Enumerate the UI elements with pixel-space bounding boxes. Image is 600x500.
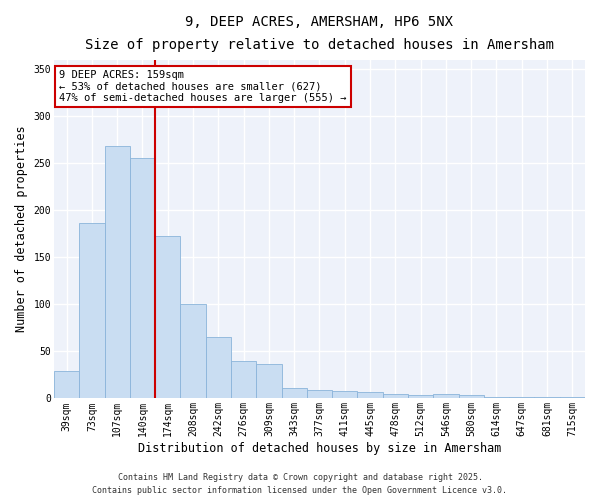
- Bar: [54, 371, 79, 398]
- Text: Contains HM Land Registry data © Crown copyright and database right 2025.
Contai: Contains HM Land Registry data © Crown c…: [92, 474, 508, 495]
- Bar: [256, 364, 281, 398]
- Bar: [181, 304, 206, 398]
- Bar: [130, 158, 155, 398]
- Bar: [79, 222, 104, 398]
- Bar: [408, 394, 433, 398]
- Bar: [383, 394, 408, 398]
- Y-axis label: Number of detached properties: Number of detached properties: [15, 126, 28, 332]
- Bar: [484, 396, 509, 398]
- Bar: [281, 388, 307, 398]
- Bar: [332, 391, 358, 398]
- Title: 9, DEEP ACRES, AMERSHAM, HP6 5NX
Size of property relative to detached houses in: 9, DEEP ACRES, AMERSHAM, HP6 5NX Size of…: [85, 15, 554, 52]
- Bar: [104, 146, 130, 398]
- Bar: [560, 396, 585, 398]
- Bar: [206, 338, 231, 398]
- X-axis label: Distribution of detached houses by size in Amersham: Distribution of detached houses by size …: [138, 442, 501, 455]
- Bar: [155, 236, 181, 398]
- Bar: [307, 390, 332, 398]
- Bar: [433, 394, 458, 398]
- Bar: [231, 361, 256, 399]
- Bar: [358, 392, 383, 398]
- Text: 9 DEEP ACRES: 159sqm
← 53% of detached houses are smaller (627)
47% of semi-deta: 9 DEEP ACRES: 159sqm ← 53% of detached h…: [59, 70, 347, 103]
- Bar: [458, 394, 484, 398]
